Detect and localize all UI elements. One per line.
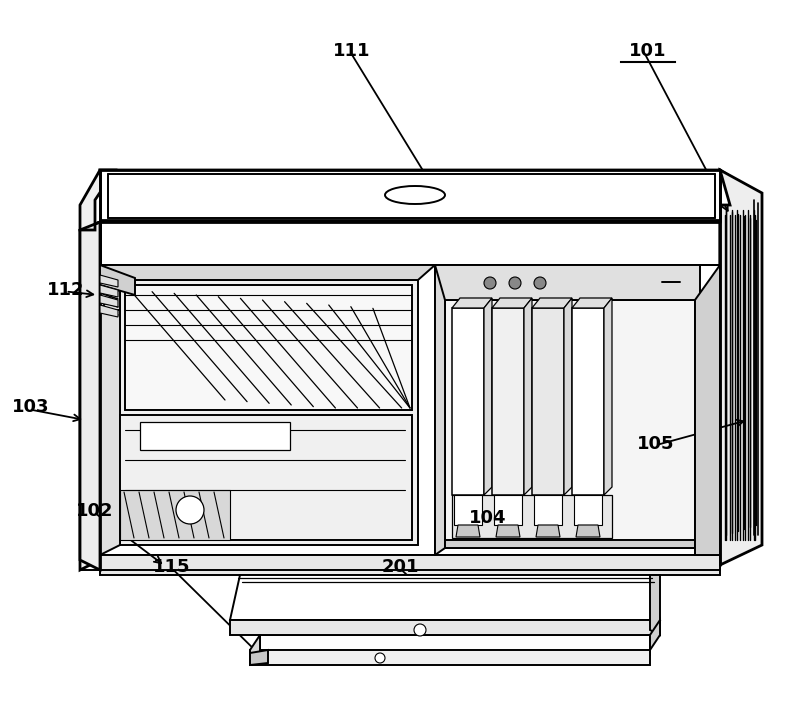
- Circle shape: [484, 277, 496, 289]
- Ellipse shape: [385, 186, 445, 204]
- Polygon shape: [435, 265, 700, 300]
- Circle shape: [176, 496, 204, 524]
- Polygon shape: [260, 635, 650, 655]
- Circle shape: [375, 653, 385, 663]
- Polygon shape: [574, 495, 602, 525]
- Polygon shape: [100, 265, 435, 555]
- Polygon shape: [250, 650, 650, 665]
- Polygon shape: [80, 170, 115, 230]
- Polygon shape: [454, 495, 482, 525]
- Polygon shape: [494, 495, 522, 525]
- Polygon shape: [100, 275, 118, 287]
- Polygon shape: [536, 525, 560, 537]
- Text: 111: 111: [334, 42, 370, 59]
- Text: 115: 115: [154, 558, 190, 576]
- Polygon shape: [445, 300, 695, 548]
- Polygon shape: [100, 555, 720, 575]
- Polygon shape: [445, 540, 695, 548]
- Text: 102: 102: [76, 502, 113, 520]
- Text: 104: 104: [470, 510, 506, 527]
- Polygon shape: [564, 298, 572, 495]
- Polygon shape: [650, 575, 660, 635]
- Polygon shape: [100, 295, 118, 307]
- Polygon shape: [572, 308, 604, 495]
- Polygon shape: [435, 265, 720, 555]
- Polygon shape: [650, 620, 660, 650]
- Polygon shape: [100, 222, 720, 555]
- Polygon shape: [100, 265, 135, 295]
- Polygon shape: [100, 265, 120, 555]
- Polygon shape: [604, 298, 612, 495]
- Polygon shape: [230, 620, 660, 635]
- Polygon shape: [80, 222, 100, 570]
- Polygon shape: [125, 285, 412, 410]
- Polygon shape: [572, 298, 612, 308]
- Polygon shape: [100, 555, 720, 570]
- Polygon shape: [120, 415, 412, 540]
- Polygon shape: [100, 170, 720, 220]
- Polygon shape: [720, 170, 760, 555]
- Polygon shape: [120, 490, 230, 540]
- Polygon shape: [720, 170, 762, 565]
- Polygon shape: [492, 308, 524, 495]
- Polygon shape: [492, 298, 532, 308]
- Polygon shape: [100, 305, 118, 317]
- Polygon shape: [456, 525, 480, 537]
- Text: 201: 201: [382, 558, 418, 576]
- Polygon shape: [452, 308, 484, 495]
- Polygon shape: [250, 635, 260, 665]
- Polygon shape: [534, 495, 562, 525]
- Polygon shape: [120, 280, 418, 545]
- Polygon shape: [80, 222, 100, 570]
- Polygon shape: [695, 265, 720, 555]
- Text: 103: 103: [12, 399, 49, 416]
- Circle shape: [414, 624, 426, 636]
- Polygon shape: [532, 298, 572, 308]
- Polygon shape: [435, 265, 445, 555]
- Polygon shape: [452, 495, 612, 538]
- Polygon shape: [496, 525, 520, 537]
- Polygon shape: [484, 298, 492, 495]
- Polygon shape: [532, 308, 564, 495]
- Polygon shape: [100, 265, 435, 280]
- Polygon shape: [100, 285, 118, 297]
- Text: 101: 101: [630, 42, 666, 59]
- Circle shape: [509, 277, 521, 289]
- Circle shape: [534, 277, 546, 289]
- Text: 112: 112: [47, 281, 84, 299]
- Polygon shape: [230, 575, 660, 620]
- Polygon shape: [100, 285, 120, 310]
- Polygon shape: [524, 298, 532, 495]
- Polygon shape: [250, 650, 268, 665]
- Text: 105: 105: [638, 435, 674, 452]
- Polygon shape: [140, 422, 290, 450]
- Polygon shape: [452, 298, 492, 308]
- Polygon shape: [576, 525, 600, 537]
- Polygon shape: [100, 170, 730, 205]
